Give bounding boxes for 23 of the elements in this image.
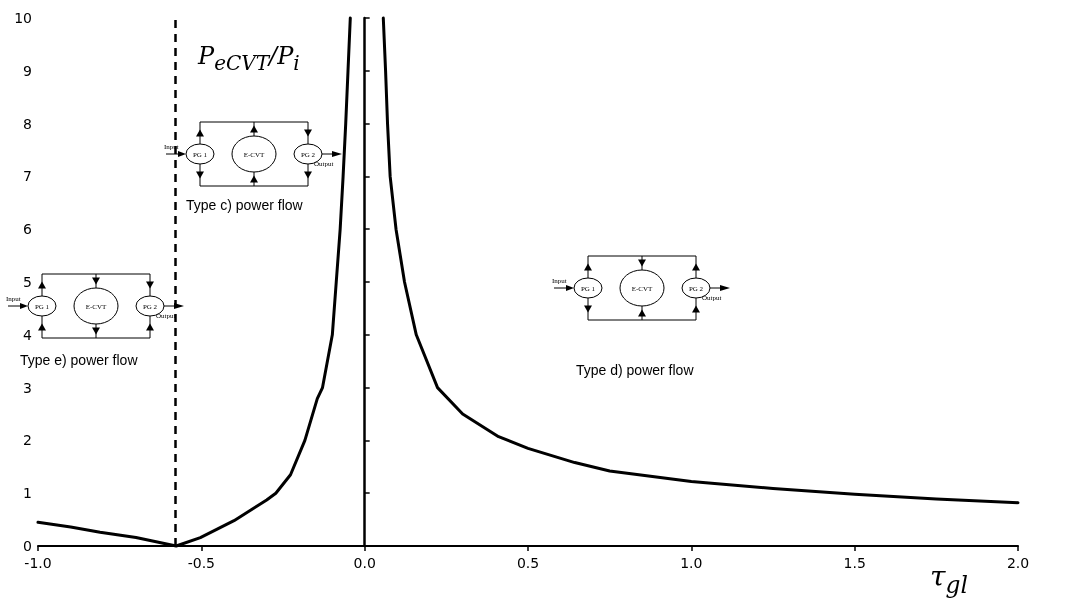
y-tick-label: 7 [23,168,32,185]
x-tick-label: 0.5 [516,555,540,571]
y-tick-label: 3 [23,379,32,396]
y-tick-label: 10 [14,10,32,26]
x-tick-label: 1.5 [843,555,866,571]
x-tick-label: -1.0 [24,555,52,571]
x-tick-label: 2.0 [1006,555,1030,571]
y-tick-label: 0 [23,538,32,554]
y-tick-label: 6 [23,221,33,238]
y-tick-label: 2 [23,432,32,449]
x-tick-label: 1.0 [680,555,703,571]
x-tick-label: 0.0 [353,555,376,571]
annotation: Type c) power flow [186,197,303,213]
y-tick-label: 1 [23,485,32,502]
y-tick-label: 5 [23,274,32,290]
annotation: Type e) power flow [20,352,138,368]
y-tick-label: 8 [23,115,32,132]
y-tick-label: 4 [23,326,33,343]
annotation: Type d) power flow [576,362,694,378]
y-axis-title: P$_{eCVT}$/P$_{i}$ [198,42,300,75]
x-tick-label: -0.5 [187,555,215,571]
x-axis-title: τ$_{gl}$ [930,560,968,599]
y-tick-label: 9 [23,62,32,79]
